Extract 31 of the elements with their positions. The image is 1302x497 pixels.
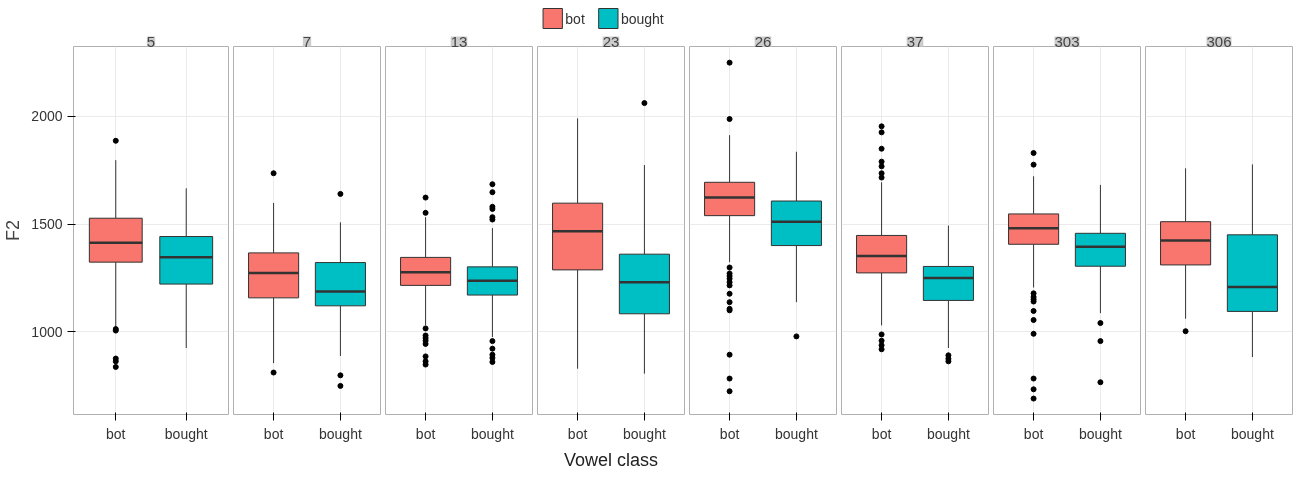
x-tick-label: bot	[106, 425, 126, 442]
x-tick-label: bot	[871, 425, 892, 442]
x-tick-label: bot	[1023, 425, 1044, 442]
chart-title: 303	[1054, 32, 1080, 50]
x-tick-label: bot	[415, 425, 436, 442]
chart-title: 26	[754, 32, 772, 50]
legend-label: bought	[620, 10, 664, 27]
x-tick-label: bot	[567, 425, 588, 442]
x-tick-label: bought	[1231, 425, 1274, 442]
chart-title: 5	[146, 32, 156, 50]
chart-title: 37	[906, 32, 924, 50]
x-tick-label: bot	[1175, 425, 1196, 442]
x-tick-label: bot	[263, 425, 284, 442]
chart-title: 23	[602, 32, 620, 50]
y-tick-label: 1500	[31, 216, 63, 233]
x-tick-label: bought	[164, 425, 208, 442]
chart-title: 7	[302, 32, 312, 50]
x-axis-title: Vowel class	[563, 449, 659, 470]
x-tick-label: bought	[1079, 425, 1122, 442]
y-tick-label: 1000	[31, 323, 63, 340]
x-tick-label: bought	[927, 425, 970, 442]
x-tick-label: bot	[719, 425, 740, 442]
chart-title: 13	[450, 32, 468, 50]
x-tick-label: bought	[319, 425, 362, 442]
x-tick-label: bought	[775, 425, 818, 442]
chart-title: 306	[1206, 32, 1232, 50]
x-tick-label: bought	[623, 425, 666, 442]
x-tick-label: bought	[471, 425, 514, 442]
legend-label: bot	[565, 10, 585, 27]
y-tick-label: 2000	[31, 108, 63, 125]
y-axis-title: F2	[3, 219, 24, 241]
